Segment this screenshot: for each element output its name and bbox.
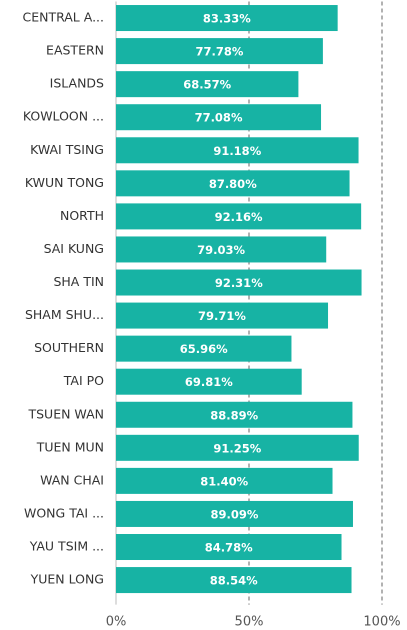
bar	[116, 38, 323, 65]
value-label: 77.78%	[195, 45, 243, 59]
value-label: 77.08%	[195, 111, 243, 125]
y-tick-label: TUEN MUN	[36, 439, 104, 454]
bar	[116, 104, 322, 131]
value-label: 91.18%	[213, 144, 261, 158]
bar	[116, 203, 362, 230]
y-tick-label: CENTRAL A...	[22, 10, 104, 25]
y-tick-label: WAN CHAI	[40, 472, 104, 487]
value-label: 87.80%	[209, 177, 257, 191]
bar	[116, 434, 359, 461]
y-tick-label: YAU TSIM ...	[29, 539, 104, 554]
value-label: 89.09%	[211, 507, 259, 521]
value-label: 84.78%	[205, 541, 253, 555]
bar	[116, 401, 353, 428]
y-tick-label: WONG TAI ...	[24, 505, 104, 520]
y-tick-label: EASTERN	[46, 43, 104, 58]
y-tick-label: SHAM SHU...	[25, 307, 104, 322]
bar	[116, 335, 292, 362]
bar	[116, 500, 353, 527]
y-tick-label: KWAI TSING	[30, 142, 104, 157]
y-tick-label: NORTH	[60, 208, 104, 223]
bar	[116, 5, 338, 32]
value-label: 88.89%	[210, 408, 258, 422]
bar	[116, 269, 362, 296]
y-tick-label: KWUN TONG	[25, 175, 104, 190]
value-label: 92.16%	[215, 210, 263, 224]
value-label: 79.03%	[197, 243, 245, 257]
y-tick-label: SOUTHERN	[34, 340, 104, 355]
x-tick-label: 50%	[235, 615, 264, 630]
value-label: 68.57%	[183, 78, 231, 92]
value-label: 91.25%	[213, 441, 261, 455]
y-tick-label: TSUEN WAN	[27, 406, 104, 421]
bar	[116, 368, 302, 395]
bar	[116, 170, 350, 197]
bar	[116, 567, 352, 594]
value-label: 69.81%	[185, 375, 233, 389]
y-tick-label: SAI KUNG	[44, 241, 104, 256]
y-tick-label: TAI PO	[63, 373, 104, 388]
bar	[116, 236, 327, 263]
value-label: 65.96%	[180, 342, 228, 356]
y-tick-label: YUEN LONG	[30, 572, 104, 587]
bar	[116, 302, 329, 329]
bar	[116, 467, 333, 494]
bar	[116, 534, 342, 561]
x-tick-label: 0%	[106, 615, 127, 630]
value-label: 92.31%	[215, 276, 263, 290]
bar	[116, 137, 359, 164]
y-tick-label: ISLANDS	[50, 76, 104, 91]
value-label: 83.33%	[203, 12, 251, 26]
y-tick-label: SHA TIN	[53, 274, 104, 289]
bar	[116, 71, 299, 98]
x-tick-label: 100%	[363, 615, 400, 630]
y-tick-label: KOWLOON ...	[23, 109, 104, 124]
value-label: 81.40%	[200, 474, 248, 488]
value-label: 79.71%	[198, 309, 246, 323]
value-label: 88.54%	[210, 574, 258, 588]
